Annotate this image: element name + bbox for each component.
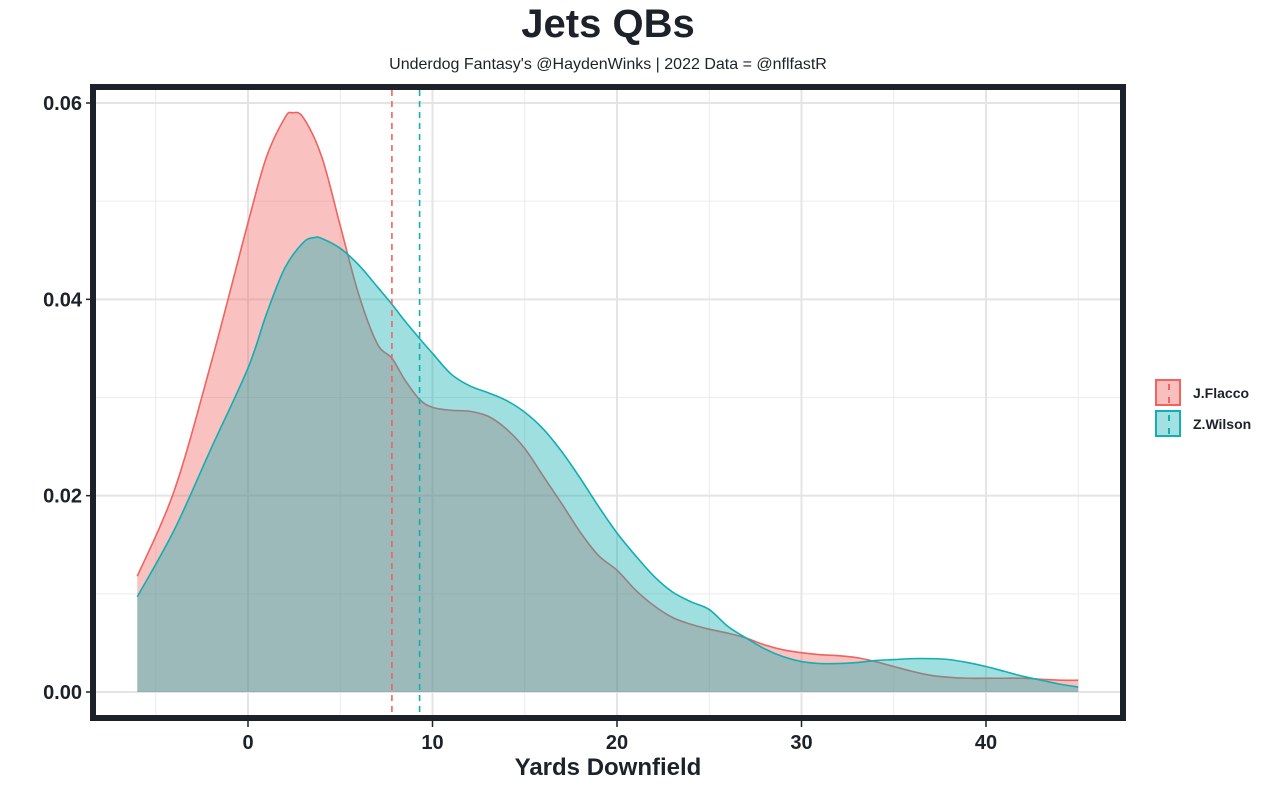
x-tick-label: 30 <box>790 732 812 754</box>
legend-item-wilson[interactable]: Z.Wilson <box>1155 408 1251 439</box>
legend-label: Z.Wilson <box>1193 415 1252 432</box>
major-gridlines <box>96 90 1120 715</box>
y-tick-label: 0.04 <box>43 289 83 311</box>
x-tick-label: 20 <box>606 732 628 754</box>
density-area-j-flacco <box>137 112 1079 693</box>
legend-key-wilson <box>1155 410 1181 437</box>
x-tick-label: 40 <box>975 732 997 754</box>
legend-key-flacco <box>1155 379 1181 406</box>
x-tick-label: 10 <box>421 732 443 754</box>
chart-subtitle: Underdog Fantasy's @HaydenWinks | 2022 D… <box>389 56 827 73</box>
y-tick-label: 0.02 <box>43 486 82 508</box>
y-tick-label: 0.06 <box>43 93 82 115</box>
density-line-z-wilson <box>136 236 1079 688</box>
y-tick-label: 0.00 <box>43 682 82 704</box>
density-areas <box>136 111 1079 693</box>
panel-border <box>90 84 1126 721</box>
density-line-j-flacco <box>136 111 1079 682</box>
legend-item-flacco[interactable]: J.Flacco <box>1155 377 1251 408</box>
chart-title: Jets QBs <box>521 2 695 46</box>
y-axis: 0.00 0.02 0.04 0.06 <box>43 93 91 704</box>
x-axis-label: Yards Downfield <box>515 754 702 781</box>
legend-label: J.Flacco <box>1193 384 1250 401</box>
x-tick-label: 0 <box>242 732 253 754</box>
mean-lines <box>391 90 421 715</box>
density-area-z-wilson <box>137 237 1079 693</box>
legend: J.Flacco Z.Wilson <box>1155 377 1251 439</box>
minor-gridlines <box>96 90 1120 715</box>
x-axis: 0 10 20 30 40 <box>242 721 997 754</box>
